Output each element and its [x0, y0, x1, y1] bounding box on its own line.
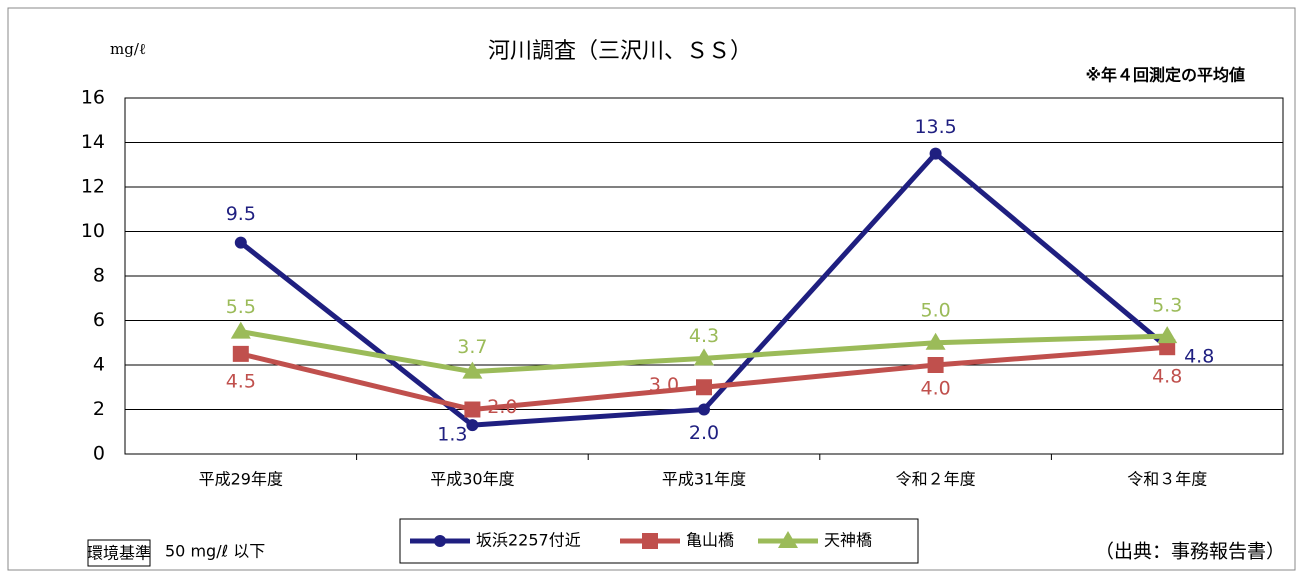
marker — [466, 419, 479, 432]
chart-title: 河川調査（三沢川、ＳＳ） — [488, 39, 752, 64]
data-label: 4.8 — [1152, 366, 1182, 388]
data-label: 4.0 — [920, 378, 950, 400]
data-label: 13.5 — [914, 116, 956, 138]
x-tick-label: 平成30年度 — [430, 470, 514, 489]
marker — [232, 345, 249, 362]
marker — [696, 379, 712, 396]
data-label: 9.5 — [226, 203, 256, 225]
marker — [929, 147, 942, 160]
marker — [464, 401, 481, 418]
standard-box — [87, 539, 151, 567]
data-label: 3.0 — [649, 374, 679, 396]
marker — [234, 236, 247, 249]
plot-border — [124, 97, 1284, 455]
data-label: 3.7 — [457, 336, 487, 358]
data-label: 1.3 — [437, 424, 467, 446]
y-tick-label: 16 — [81, 87, 105, 109]
marker — [698, 403, 710, 416]
x-tick-label: 平成31年度 — [662, 470, 746, 489]
chart-border — [7, 7, 1296, 571]
marker — [642, 533, 658, 549]
marker — [1159, 339, 1176, 356]
note: ※年４回測定の平均値 — [1085, 66, 1245, 85]
standard-text: 50 mg/ℓ 以下 — [165, 542, 265, 561]
x-tick-label: 令和２年度 — [896, 470, 976, 489]
y-tick-label: 14 — [81, 131, 105, 153]
x-tick-label: 平成29年度 — [199, 470, 283, 489]
y-tick-label: 10 — [81, 220, 105, 242]
marker — [1157, 326, 1178, 344]
legend-label: 天神橋 — [824, 531, 872, 550]
marker — [778, 531, 798, 548]
y-tick-label: 2 — [93, 398, 105, 420]
data-label: 2.0 — [487, 396, 517, 418]
marker — [434, 535, 446, 547]
y-tick-label: 6 — [93, 309, 105, 331]
data-label: 4.5 — [226, 370, 256, 392]
data-label: 4.8 — [1184, 346, 1214, 368]
data-label: 5.3 — [1152, 295, 1182, 317]
legend-label: 亀山橋 — [686, 531, 734, 550]
y-tick-label: 0 — [93, 443, 105, 465]
marker — [230, 321, 251, 339]
marker — [694, 348, 714, 366]
standard-label: 環境基準 — [87, 544, 151, 563]
y-unit: mg/ℓ — [110, 40, 146, 58]
marker — [927, 357, 944, 373]
marker — [925, 332, 946, 350]
x-tick-label: 令和３年度 — [1127, 470, 1207, 489]
marker — [462, 361, 483, 379]
data-label: 5.0 — [920, 299, 950, 321]
source: （出典：事務報告書） — [1095, 541, 1285, 563]
y-tick-label: 12 — [81, 176, 105, 198]
y-tick-label: 4 — [93, 354, 105, 376]
data-label: 5.5 — [226, 296, 256, 318]
y-tick-label: 8 — [93, 265, 105, 287]
legend-label: 坂浜2257付近 — [476, 531, 581, 550]
data-label: 4.3 — [689, 325, 719, 347]
data-label: 2.0 — [689, 422, 719, 444]
